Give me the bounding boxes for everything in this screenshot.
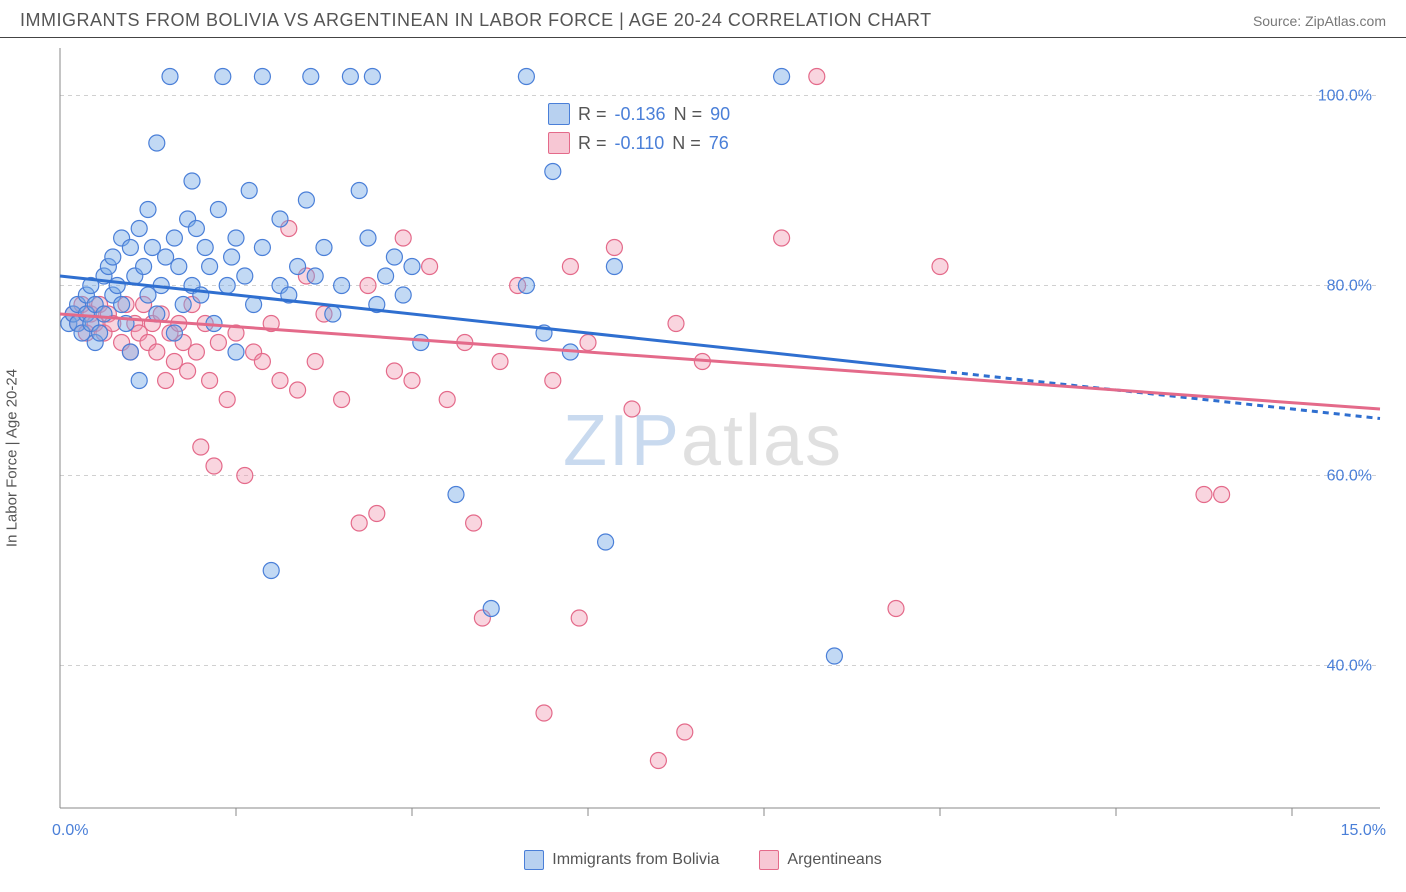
svg-text:40.0%: 40.0% xyxy=(1327,658,1372,675)
legend-item-a: Immigrants from Bolivia xyxy=(524,850,719,870)
correlation-swatch-b xyxy=(548,132,570,154)
x-axis-min-label: 0.0% xyxy=(52,822,88,840)
legend-swatch-b xyxy=(759,850,779,870)
y-axis-label: In Labor Force | Age 20-24 xyxy=(4,369,21,547)
chart-header: IMMIGRANTS FROM BOLIVIA VS ARGENTINEAN I… xyxy=(0,0,1406,38)
legend-item-b: Argentineans xyxy=(759,850,881,870)
correlation-row-a: R = -0.136 N = 90 xyxy=(548,100,730,129)
x-axis-max-label: 15.0% xyxy=(1341,822,1386,840)
legend-swatch-a xyxy=(524,850,544,870)
correlation-swatch-a xyxy=(548,103,570,125)
svg-text:60.0%: 60.0% xyxy=(1327,468,1372,485)
series-legend: Immigrants from Bolivia Argentineans xyxy=(0,850,1406,870)
svg-text:80.0%: 80.0% xyxy=(1327,278,1372,295)
legend-label-b: Argentineans xyxy=(787,851,881,869)
correlation-legend: R = -0.136 N = 90 R = -0.110 N = 76 xyxy=(540,96,738,162)
correlation-row-b: R = -0.110 N = 76 xyxy=(548,129,730,158)
chart-area: In Labor Force | Age 20-24 40.0% 60.0% 80.… xyxy=(0,38,1406,878)
chart-title: IMMIGRANTS FROM BOLIVIA VS ARGENTINEAN I… xyxy=(20,10,932,31)
chart-source: Source: ZipAtlas.com xyxy=(1253,13,1386,29)
legend-label-a: Immigrants from Bolivia xyxy=(552,851,719,869)
svg-text:100.0%: 100.0% xyxy=(1318,88,1372,105)
